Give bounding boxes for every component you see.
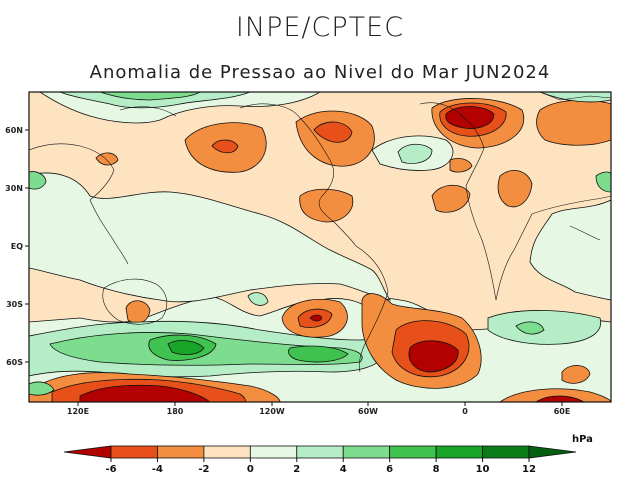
- lat-label-30n: 30N: [5, 184, 23, 193]
- colorbar-segment: [296, 445, 344, 459]
- colorbar-tick-label: 0: [247, 464, 254, 475]
- page-title: INPE/CPTEC: [235, 12, 405, 43]
- neg-asia-small: [95, 152, 119, 166]
- colorbar-segment: [342, 445, 391, 459]
- colorbar-tick-label: 12: [522, 464, 536, 475]
- neg-middle-east: [497, 170, 533, 208]
- neg-se-pacific-max: [309, 314, 323, 322]
- pos-south-indian: [487, 310, 602, 345]
- colorbar-segment: [389, 445, 437, 459]
- map-frame: [28, 91, 612, 403]
- colorbar-segment: [435, 445, 483, 459]
- neg-pacific-nw-core: [211, 139, 239, 154]
- lat-label-30s: 30S: [6, 300, 23, 309]
- colorbar-arrow-low: [63, 445, 112, 459]
- neg-antarctic-east: [499, 388, 611, 402]
- map-field: [29, 92, 611, 402]
- lat-label-60n: 60N: [5, 126, 23, 135]
- lon-label-180: 180: [167, 407, 184, 416]
- neg-mediterranean: [449, 158, 473, 173]
- pos-pacific-green: [29, 172, 391, 303]
- lat-label-60s: 60S: [6, 358, 23, 367]
- pos-southern-band-5: [288, 345, 349, 363]
- colorbar-tick-label: -2: [198, 464, 209, 475]
- lat-label-eq: EQ: [11, 242, 23, 251]
- pos-east-edge: [595, 171, 611, 193]
- neg-atlantic-sub: [431, 184, 471, 213]
- axis-ticks: [25, 129, 563, 406]
- lon-label-0: 0: [462, 407, 468, 416]
- colorbar-arrow-high: [528, 445, 577, 459]
- neg-siberia: [536, 99, 611, 146]
- colorbar-tick-label: 10: [476, 464, 490, 475]
- map-subtitle: Anomalia de Pressao ao Nivel do Mar JUN2…: [89, 62, 551, 83]
- colorbar-segment: [157, 445, 205, 459]
- colorbar-unit: hPa: [572, 434, 593, 445]
- colorbar-segment: [110, 445, 158, 459]
- colorbar-tick-label: 2: [293, 464, 300, 475]
- colorbar-tick-label: -6: [105, 464, 116, 475]
- neg-europe-core: [445, 106, 495, 129]
- pos-southern-band-4: [167, 340, 205, 356]
- colorbar-segment: [482, 445, 530, 459]
- pos-south-indian-core: [515, 321, 545, 335]
- neg-antarctic-west-core: [79, 384, 211, 402]
- colorbar-tick-label: 4: [340, 464, 347, 475]
- colorbar: -6 -4 -2 0 2 4 6 8 10 12: [63, 445, 577, 475]
- lon-label-60e: 60E: [554, 407, 571, 416]
- colorbar-segment: [203, 445, 251, 459]
- pos-atlantic-high: [397, 143, 433, 164]
- lon-label-60w: 60W: [358, 407, 378, 416]
- pos-west-edge: [29, 171, 47, 190]
- lon-label-120w: 120W: [259, 407, 285, 416]
- neg-north-america-core: [313, 121, 353, 143]
- pos-south-sw-edge: [29, 381, 55, 396]
- neg-south-indian-small: [561, 365, 591, 384]
- neg-usa-south: [299, 188, 354, 223]
- colorbar-tick-label: 8: [433, 464, 440, 475]
- pos-arctic-green3: [99, 92, 201, 101]
- neg-south-atlantic-core: [408, 340, 459, 373]
- pos-south-atl-small: [247, 292, 269, 306]
- coastlines: [29, 92, 611, 373]
- colorbar-tick-label: 6: [386, 464, 393, 475]
- colorbar-segment: [249, 445, 298, 459]
- lon-label-120e: 120E: [67, 407, 89, 416]
- colorbar-tick-label: -4: [152, 464, 163, 475]
